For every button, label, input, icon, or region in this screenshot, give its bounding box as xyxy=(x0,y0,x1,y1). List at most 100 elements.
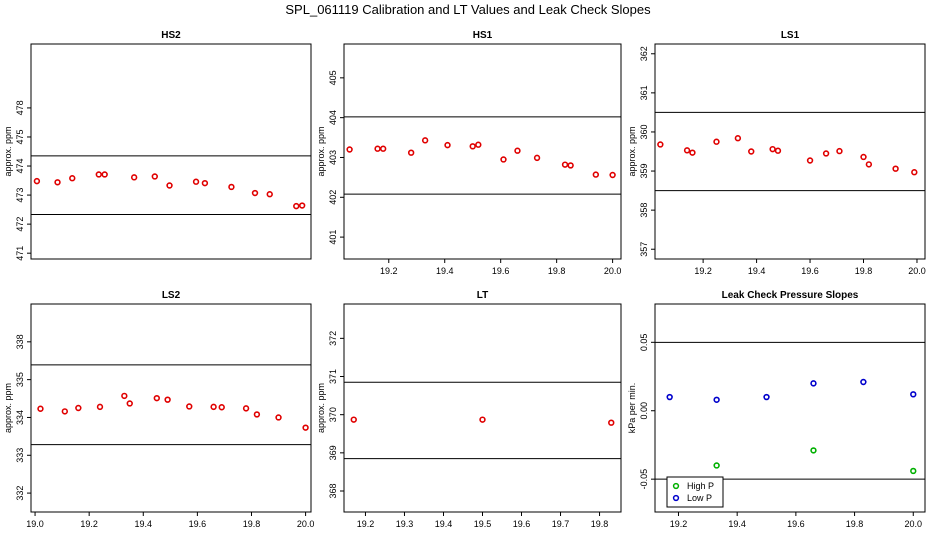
data-point xyxy=(166,182,173,189)
data-point xyxy=(346,146,353,153)
panel-title: LS2 xyxy=(162,290,181,301)
data-point xyxy=(293,202,300,210)
data-point xyxy=(910,467,917,475)
y-tick-label: 332 xyxy=(15,486,25,501)
panel-title: Leak Check Pressure Slopes xyxy=(722,290,859,301)
data-point xyxy=(561,161,569,168)
y-tick-label: 369 xyxy=(328,445,338,460)
x-tick-label: 19.8 xyxy=(591,519,609,529)
data-point xyxy=(302,424,309,431)
x-tick-label: 19.2 xyxy=(694,266,712,276)
panel-title: LS1 xyxy=(781,30,800,41)
data-point xyxy=(253,411,261,418)
data-point xyxy=(774,147,782,154)
y-tick-label: 372 xyxy=(328,331,338,346)
panel-title: LT xyxy=(477,290,488,301)
legend-label: High P xyxy=(687,481,714,491)
y-tick-label: 362 xyxy=(639,46,649,61)
data-point xyxy=(121,392,128,400)
y-tick-label: 359 xyxy=(639,164,649,179)
legend-marker xyxy=(672,494,680,502)
data-point xyxy=(713,462,720,469)
data-point xyxy=(860,378,867,386)
plot-frame xyxy=(343,43,622,260)
y-tick-label: 358 xyxy=(639,203,649,218)
data-point xyxy=(533,154,541,162)
x-tick-label: 19.4 xyxy=(748,266,766,276)
data-point xyxy=(911,169,918,176)
data-point xyxy=(130,174,138,181)
y-tick-label: 472 xyxy=(15,217,25,232)
data-point xyxy=(860,153,867,161)
data-point xyxy=(810,447,817,454)
data-point xyxy=(769,145,776,153)
x-tick-label: 19.8 xyxy=(855,266,873,276)
y-tick-label: 405 xyxy=(328,70,338,85)
x-tick-label: 19.0 xyxy=(26,519,44,529)
y-tick-label: 0.05 xyxy=(639,334,649,352)
data-point xyxy=(186,403,193,410)
x-tick-label: 19.6 xyxy=(787,519,805,529)
data-point xyxy=(475,141,482,148)
y-tick-label: 473 xyxy=(15,188,25,203)
x-tick-label: 20.0 xyxy=(604,266,622,276)
y-tick-label: 404 xyxy=(328,110,338,125)
x-tick-label: 19.4 xyxy=(728,519,746,529)
x-tick-label: 19.4 xyxy=(436,266,454,276)
data-point xyxy=(298,202,306,209)
x-tick-label: 19.2 xyxy=(357,519,375,529)
y-tick-label: 478 xyxy=(15,100,25,115)
data-point xyxy=(266,191,273,198)
legend-marker xyxy=(672,482,680,490)
x-tick-label: 19.2 xyxy=(380,266,398,276)
panel-title: HS1 xyxy=(473,30,493,41)
data-point xyxy=(151,173,158,180)
legend-label: Low P xyxy=(687,493,712,503)
data-point xyxy=(836,147,843,155)
x-tick-label: 19.6 xyxy=(492,266,510,276)
data-point xyxy=(275,414,282,421)
data-point xyxy=(126,400,133,407)
y-tick-label: 334 xyxy=(15,410,25,425)
y-tick-label: 370 xyxy=(328,407,338,422)
y-tick-label: 474 xyxy=(15,159,25,174)
data-point xyxy=(96,403,104,411)
panel-hs1: HS1 19.2 19.4 19.6 19.8 20.0 401 402 403 404 405 ap… xyxy=(316,30,622,276)
data-point xyxy=(350,416,357,423)
y-tick-label: 471 xyxy=(15,246,25,261)
x-tick-label: 19.8 xyxy=(243,519,261,529)
data-point xyxy=(228,183,235,191)
y-tick-label: 361 xyxy=(639,85,649,100)
data-point xyxy=(54,179,61,186)
data-point xyxy=(444,141,451,149)
y-axis-label: approx. ppm xyxy=(3,126,13,176)
y-tick-label: 401 xyxy=(328,230,338,245)
y-tick-label: 360 xyxy=(639,124,649,139)
data-point xyxy=(469,143,476,150)
data-point xyxy=(910,391,917,398)
x-tick-label: 19.5 xyxy=(474,519,492,529)
data-point xyxy=(689,149,696,156)
data-point xyxy=(33,177,41,185)
y-tick-label: 368 xyxy=(328,483,338,498)
panel-ls2: LS2 19.0 19.2 19.4 19.6 19.8 20.0 332 333 334 335 3… xyxy=(3,290,314,529)
panel-title: HS2 xyxy=(161,30,181,41)
data-point xyxy=(251,189,259,197)
data-point xyxy=(514,147,521,154)
x-tick-label: 19.4 xyxy=(435,519,453,529)
data-point xyxy=(683,147,691,154)
data-point xyxy=(567,162,574,169)
plot-frame xyxy=(30,43,312,260)
y-tick-label: 0.00 xyxy=(639,402,649,420)
data-point xyxy=(500,156,507,163)
data-point xyxy=(101,171,108,178)
data-point xyxy=(763,393,770,401)
data-point xyxy=(75,404,82,412)
data-point xyxy=(95,171,102,178)
data-point xyxy=(61,408,69,415)
y-tick-label: 371 xyxy=(328,369,338,384)
legend-box xyxy=(666,476,724,508)
data-point xyxy=(421,137,429,144)
data-point xyxy=(666,393,673,401)
data-point xyxy=(609,171,616,179)
